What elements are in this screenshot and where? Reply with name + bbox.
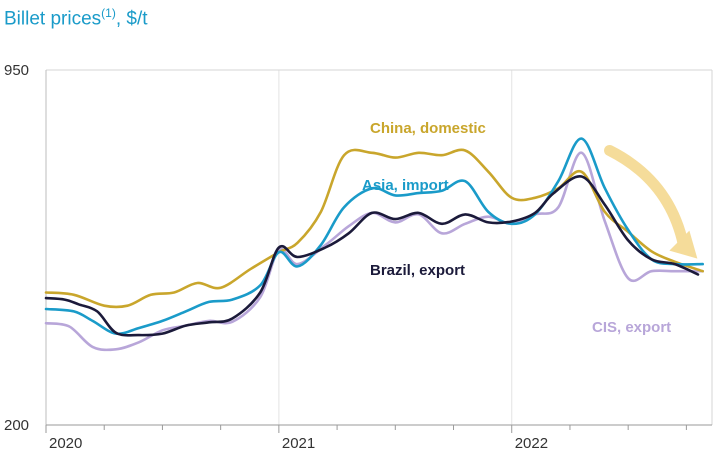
trend-arrow-head [669, 230, 698, 259]
axes [45, 69, 713, 433]
series-label-asia-import: Asia, import [362, 177, 449, 194]
series-line-china-domestic [44, 148, 704, 309]
title-unit: , $/t [115, 8, 148, 30]
series-line-brazil-export [44, 175, 700, 337]
series-labels: China, domestic Asia, import Brazil, expor… [362, 120, 671, 336]
series-label-brazil-export: Brazil, export [370, 262, 465, 279]
x-tick-label-2020: 2020 [49, 435, 82, 452]
series-line-asia-import [44, 137, 704, 336]
tick-labels: 200 950 2020 2021 2022 [4, 62, 548, 452]
series-label-china-domestic: China, domestic [370, 120, 486, 137]
y-tick-label-950: 950 [4, 62, 29, 79]
series-label-cis-export: CIS, export [592, 319, 671, 336]
title-footnote: (1) [101, 6, 116, 20]
x-tick-label-2021: 2021 [282, 435, 315, 452]
chart-title: Billet prices(1), $/t [4, 6, 148, 30]
x-tick-label-2022: 2022 [515, 435, 548, 452]
title-main: Billet prices [4, 8, 102, 30]
series-lines [44, 137, 704, 352]
y-tick-label-200: 200 [4, 417, 29, 434]
trend-arrow-shaft [604, 144, 689, 251]
trend-arrow [604, 144, 698, 259]
